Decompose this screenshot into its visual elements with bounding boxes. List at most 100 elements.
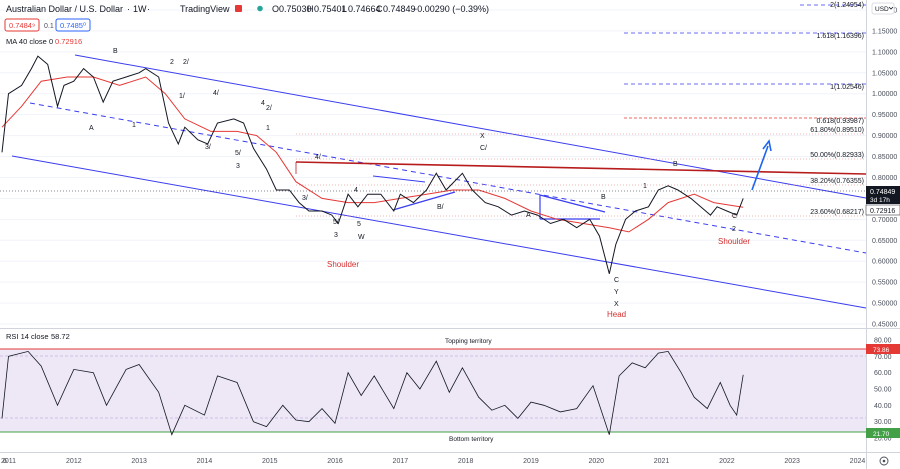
rsi-pane: RSI 14 close 58.72 Topping territory Bot… <box>0 332 866 443</box>
wave-label: 4/ <box>213 90 219 97</box>
wave-label: X <box>614 301 619 308</box>
market-status-icon <box>257 5 263 12</box>
ma-price-value: 0.72916 <box>870 208 895 215</box>
rsi-value: 58.72 <box>51 332 70 341</box>
fib-levels: 2(1.24954) 1.618(1.16396) 1(1.02546) 0.6… <box>296 2 866 217</box>
fib-label-2: 2(1.24954) <box>830 2 864 9</box>
rsi-band <box>0 349 866 432</box>
price-tick-label: 0.95000 <box>872 112 897 119</box>
ma-legend-value: 0.72916 <box>55 37 82 46</box>
rsi-tick-label: 60.00 <box>874 370 892 377</box>
rsi-top-marker-bg <box>866 344 900 354</box>
ask-price: 0.7485⁰ <box>60 21 86 30</box>
price-tick-label: 1.05000 <box>872 70 897 77</box>
price-tick-label: 0.70000 <box>872 217 897 224</box>
wave-label: 3 <box>236 163 240 170</box>
rsi-tick-label: 20.00 <box>874 436 892 443</box>
price-tick-label: 1.00000 <box>872 91 897 98</box>
bottom-territory-label: Bottom territory <box>449 436 494 443</box>
timeframe-label[interactable]: 1W <box>133 4 147 14</box>
wave-label: 1/ <box>179 93 185 100</box>
grid <box>0 9 866 325</box>
bid-price: 0.7484⁹ <box>9 21 35 30</box>
wave-label: X <box>480 133 485 140</box>
sell-button[interactable] <box>4 18 40 32</box>
price-scale-bg <box>866 0 900 469</box>
ohlc-change: −0.00290 (−0.39%) <box>412 4 489 14</box>
price-tick-label: 0.50000 <box>872 301 897 308</box>
gear-icon-center <box>882 459 886 463</box>
wave-label: W <box>358 234 365 241</box>
ohlc-high: 0.75401 <box>314 4 347 14</box>
wave-label: A <box>526 212 531 219</box>
wave-label: B <box>113 48 118 55</box>
price-tick-label: 0.65000 <box>872 238 897 245</box>
wave-label: 2/ <box>183 59 189 66</box>
rsi-tick-label: 80.00 <box>874 338 892 345</box>
fib-label-50: 50.00%(0.82933) <box>810 152 864 159</box>
price-tick-label: 0.80000 <box>872 175 897 182</box>
time-tick-label: 2020 <box>588 458 604 465</box>
rsi-label[interactable]: RSI 14 close <box>6 332 49 341</box>
ohlc-low-label: L <box>342 4 347 14</box>
wave-label: 4/ <box>315 154 321 161</box>
time-tick-label: 2014 <box>197 458 213 465</box>
fib-label-1: 1(1.02546) <box>830 84 864 91</box>
wave-label: 1 <box>132 122 136 129</box>
time-tick-label: 2023 <box>784 458 800 465</box>
title-separator: · <box>127 4 130 14</box>
fib-label-618: 61.80%(0.89510) <box>810 127 864 134</box>
rsi-markers: 73.86 21.70 <box>866 344 900 438</box>
rsi-bottom-marker: 21.70 <box>873 431 890 438</box>
symbol-title[interactable]: Australian Dollar / U.S. Dollar <box>6 4 123 14</box>
rsi-scale[interactable]: 80.00 70.00 60.00 50.00 40.00 30.00 20.00 <box>874 338 892 443</box>
flag-upper <box>372 175 426 183</box>
wave-label: C <box>614 277 619 284</box>
wave-label: 1 <box>266 125 270 132</box>
gear-icon[interactable] <box>879 456 889 466</box>
time-tick-label: 2024 <box>850 458 866 465</box>
buy-button[interactable] <box>55 18 91 32</box>
time-tick-label: 2022 <box>719 458 735 465</box>
price-tick-label: 0.85000 <box>872 154 897 161</box>
channel-mid-line <box>29 102 867 254</box>
wave-label: C/ <box>480 145 487 152</box>
wave-label: 1 <box>643 183 647 190</box>
bar-countdown: 3d 17h <box>870 197 890 204</box>
time-tick-label: 2018 <box>458 458 474 465</box>
triangle-upper <box>539 194 606 213</box>
time-tick-label: 2011 <box>1 458 16 465</box>
wave-label: 4 <box>354 187 358 194</box>
ma-legend-label[interactable]: MA 40 close 0 <box>6 37 53 46</box>
wave-label: 3/ <box>205 144 211 151</box>
price-tick-label: 0.60000 <box>872 259 897 266</box>
channel-upper-line <box>74 54 867 199</box>
fib-label-1618: 1.618(1.16396) <box>817 33 864 40</box>
ohlc-close-label: C <box>376 4 383 14</box>
spread-value: 0.1 <box>44 23 54 30</box>
wave-label: Y <box>614 289 619 296</box>
time-tick-label: 6 <box>3 458 7 465</box>
wave-labels: B 2 2/ 1/ A 1 4/ 4 2/ 1 3/ 5/ 3 4/ 3/ 4 … <box>89 48 737 308</box>
chart-header: Australian Dollar / U.S. Dollar · 1W · T… <box>6 4 489 14</box>
time-tick-label: 2017 <box>393 458 409 465</box>
wave-label: B/ <box>437 204 444 211</box>
rsi-tick-label: 70.00 <box>874 354 892 361</box>
main-pane-bg <box>0 0 866 328</box>
wedge-line <box>392 191 456 211</box>
current-price-value: 0.74849 <box>870 189 895 196</box>
projection-arrow <box>751 139 772 191</box>
title-separator: · <box>147 4 150 14</box>
time-tick-label: 2013 <box>131 458 147 465</box>
rsi-bottom-marker-bg <box>866 428 900 438</box>
arrowhead-icon <box>762 139 772 152</box>
time-tick-label: 2016 <box>327 458 343 465</box>
shoulder-left-label: Shoulder <box>327 260 359 269</box>
current-price-tag-bg <box>866 186 900 204</box>
currency-button[interactable] <box>871 2 895 15</box>
price-tick-label: 0.45000 <box>872 322 897 329</box>
price-tick-label: 0.55000 <box>872 280 897 287</box>
channel-lower-line <box>11 155 867 309</box>
